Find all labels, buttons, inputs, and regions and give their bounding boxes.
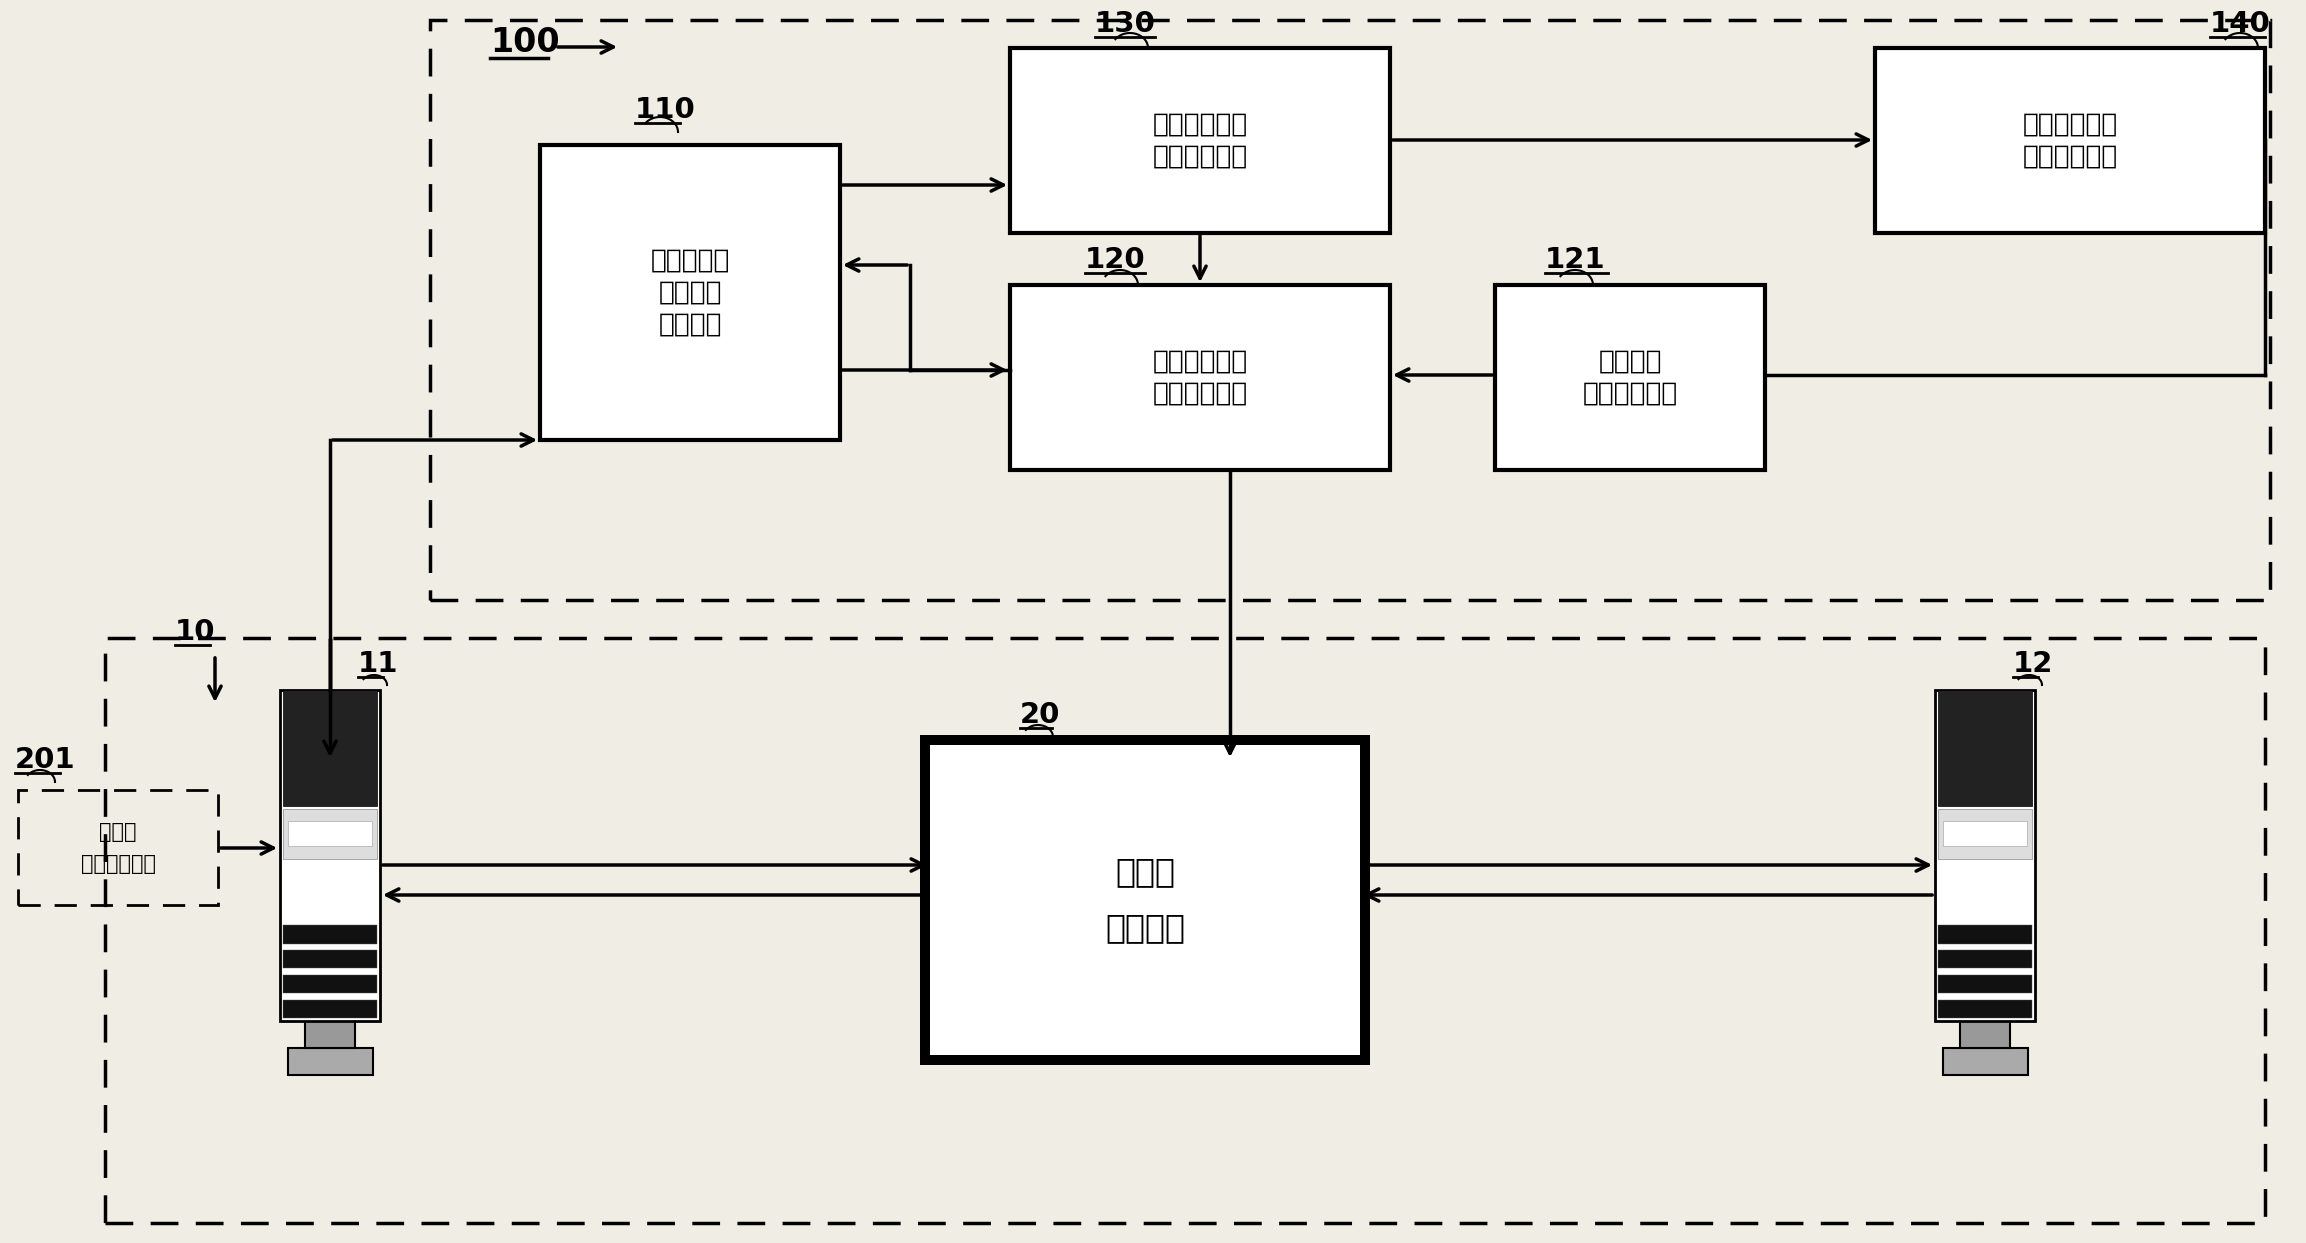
Text: 重新激活事件: 重新激活事件: [81, 854, 155, 874]
Bar: [284, 925, 376, 943]
Bar: [1937, 925, 2032, 943]
Text: 140: 140: [2209, 10, 2271, 39]
Text: 10: 10: [175, 618, 214, 646]
Bar: [1010, 48, 1391, 232]
Text: 检测模块: 检测模块: [657, 312, 722, 338]
Text: 主用服务器: 主用服务器: [650, 247, 729, 273]
Bar: [1942, 1048, 2027, 1075]
Text: 12: 12: [2013, 650, 2052, 677]
Bar: [288, 822, 371, 846]
Text: 主控模式自动: 主控模式自动: [1153, 348, 1248, 374]
Text: 操作状态: 操作状态: [657, 280, 722, 306]
Text: 管理系统: 管理系统: [1105, 911, 1185, 945]
Text: 服务器: 服务器: [1116, 855, 1176, 889]
Bar: [929, 745, 1361, 1055]
Bar: [1937, 690, 2032, 805]
Bar: [1010, 285, 1391, 470]
Text: 自动回归旗标: 自动回归旗标: [1582, 380, 1679, 406]
Text: 20: 20: [1019, 701, 1061, 728]
Text: 11: 11: [357, 650, 399, 677]
Bar: [1960, 1021, 2011, 1048]
Text: 110: 110: [634, 96, 696, 124]
Text: 初始的: 初始的: [99, 822, 136, 842]
Text: 120: 120: [1086, 246, 1146, 273]
Bar: [279, 690, 380, 1021]
Bar: [1937, 975, 2032, 993]
Bar: [284, 975, 376, 993]
Text: 主控模式: 主控模式: [1598, 348, 1663, 374]
Bar: [18, 791, 219, 905]
Bar: [429, 20, 2269, 600]
Bar: [284, 690, 376, 805]
Text: 主控模式自动: 主控模式自动: [1153, 112, 1248, 137]
Bar: [288, 1048, 374, 1075]
Bar: [540, 145, 839, 440]
Bar: [106, 638, 2264, 1223]
Bar: [284, 950, 376, 968]
Bar: [1935, 690, 2034, 1021]
Text: 121: 121: [1545, 246, 1605, 273]
Text: 201: 201: [16, 746, 76, 774]
Text: 主控模式手动: 主控模式手动: [2022, 112, 2117, 137]
Text: 回归操控模块: 回归操控模块: [2022, 144, 2117, 169]
Bar: [1875, 48, 2264, 232]
Bar: [1494, 285, 1764, 470]
Bar: [1937, 999, 2032, 1018]
Bar: [304, 1021, 355, 1048]
Text: 回归禁止模块: 回归禁止模块: [1153, 144, 1248, 169]
Text: 回归控制模块: 回归控制模块: [1153, 380, 1248, 406]
Bar: [1944, 822, 2027, 846]
Bar: [284, 809, 376, 859]
Bar: [284, 999, 376, 1018]
Bar: [1937, 809, 2032, 859]
Text: 100: 100: [489, 26, 560, 58]
Bar: [1937, 950, 2032, 968]
Bar: [920, 735, 1370, 1065]
Text: 130: 130: [1095, 10, 1155, 39]
